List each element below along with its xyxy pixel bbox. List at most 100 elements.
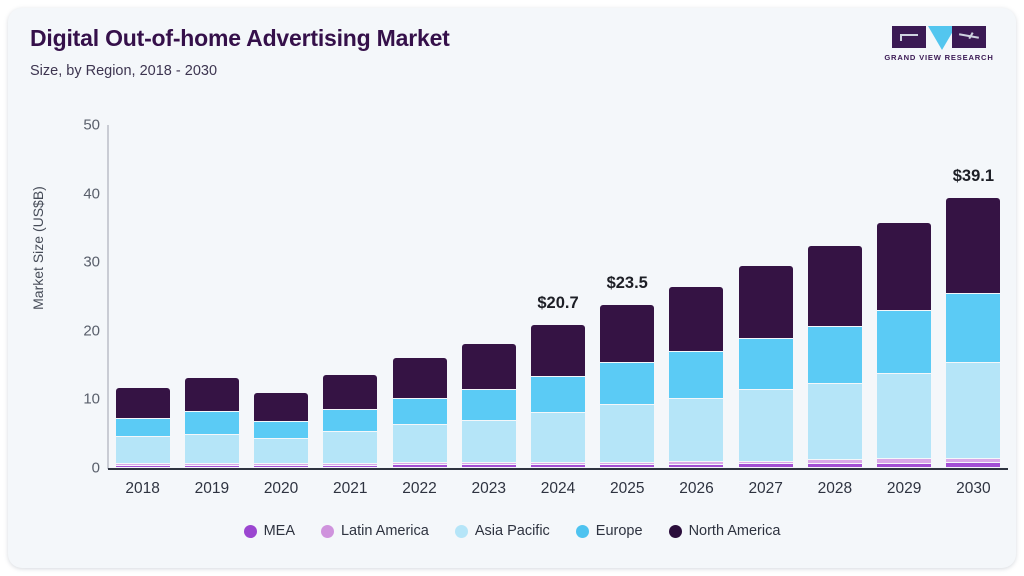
bar-segment-europe[interactable] (738, 339, 793, 391)
bar-segment-europe[interactable] (600, 363, 655, 405)
bar-segment-europe[interactable] (323, 410, 378, 433)
bar-segment-asia-pacific[interactable] (392, 424, 447, 464)
bar-segment-mea[interactable] (392, 465, 447, 468)
bar-segment-asia-pacific[interactable] (807, 384, 862, 461)
bar-segment-europe[interactable] (115, 419, 170, 438)
bar-group[interactable]: $20.7 (523, 125, 592, 468)
bar-segment-north-america[interactable] (254, 392, 309, 423)
bar-segment-asia-pacific[interactable] (669, 399, 724, 463)
stacked-bar[interactable] (461, 343, 516, 468)
bar-group[interactable] (454, 125, 523, 468)
bar-segment-north-america[interactable] (115, 388, 170, 420)
bar-segment-mea[interactable] (323, 465, 378, 468)
bar-segment-europe[interactable] (877, 311, 932, 374)
stacked-bar[interactable] (184, 378, 239, 468)
bar-segment-north-america[interactable] (807, 245, 862, 328)
bar-segment-latin-america[interactable] (877, 459, 932, 464)
bar-segment-mea[interactable] (115, 465, 170, 468)
bar-group[interactable] (800, 125, 869, 468)
stacked-bar[interactable] (669, 287, 724, 468)
bar-segment-mea[interactable] (738, 464, 793, 468)
bar-segment-mea[interactable] (461, 465, 516, 468)
bar-segment-asia-pacific[interactable] (600, 404, 655, 463)
bar-segment-latin-america[interactable] (669, 462, 724, 465)
bar-segment-mea[interactable] (807, 463, 862, 468)
bar-segment-north-america[interactable] (946, 198, 1001, 295)
bar-group[interactable] (246, 125, 315, 468)
bar-segment-latin-america[interactable] (530, 463, 585, 466)
stacked-bar[interactable] (738, 266, 793, 468)
bar-segment-mea[interactable] (184, 465, 239, 468)
legend-swatch-icon (575, 524, 589, 538)
stacked-bar[interactable] (392, 358, 447, 468)
bar-segment-latin-america[interactable] (946, 459, 1001, 464)
stacked-bar[interactable] (877, 223, 932, 468)
bar-segment-latin-america[interactable] (738, 461, 793, 465)
bar-segment-asia-pacific[interactable] (184, 435, 239, 464)
bar-group[interactable]: $39.1 (939, 125, 1008, 468)
bar-segment-north-america[interactable] (392, 358, 447, 400)
x-axis-tick-label: 2028 (817, 480, 853, 497)
bar-segment-mea[interactable] (254, 465, 309, 468)
bar-group[interactable] (316, 125, 385, 468)
legend-item-asia-pacific[interactable]: Asia Pacific (454, 523, 550, 539)
legend-item-latin-america[interactable]: Latin America (320, 523, 429, 539)
bar-group[interactable] (385, 125, 454, 468)
logo-text: GRAND VIEW RESEARCH (884, 53, 994, 62)
bar-segment-mea[interactable] (530, 465, 585, 468)
bar-segment-latin-america[interactable] (807, 460, 862, 464)
bar-segment-north-america[interactable] (184, 378, 239, 413)
stacked-bar[interactable] (323, 375, 378, 468)
bar-segment-north-america[interactable] (600, 305, 655, 364)
bar-group[interactable]: $23.5 (593, 125, 662, 468)
stacked-bar[interactable] (946, 198, 1001, 468)
bar-segment-north-america[interactable] (669, 287, 724, 353)
bar-segment-asia-pacific[interactable] (738, 390, 793, 462)
bar-segment-europe[interactable] (184, 412, 239, 436)
bar-segment-north-america[interactable] (530, 325, 585, 378)
stacked-bar[interactable] (807, 245, 862, 468)
stacked-bar[interactable] (600, 305, 655, 468)
bar-segment-latin-america[interactable] (323, 463, 378, 466)
bar-segment-latin-america[interactable] (461, 463, 516, 466)
bar-segment-latin-america[interactable] (392, 463, 447, 466)
legend-item-europe[interactable]: Europe (575, 523, 643, 539)
bar-segment-europe[interactable] (461, 389, 516, 422)
bar-segment-mea[interactable] (877, 463, 932, 468)
stacked-bar[interactable] (254, 392, 309, 468)
bar-segment-asia-pacific[interactable] (461, 421, 516, 464)
bar-segment-mea[interactable] (946, 463, 1001, 468)
stacked-bar[interactable] (530, 325, 585, 468)
bar-segment-north-america[interactable] (738, 266, 793, 340)
bar-segment-latin-america[interactable] (184, 463, 239, 466)
bar-segment-europe[interactable] (669, 352, 724, 400)
bar-segment-mea[interactable] (600, 464, 655, 468)
stacked-bar[interactable] (115, 388, 170, 468)
bar-segment-north-america[interactable] (461, 343, 516, 390)
bar-segment-europe[interactable] (530, 377, 585, 414)
bar-segment-asia-pacific[interactable] (323, 432, 378, 464)
bar-segment-north-america[interactable] (877, 223, 932, 312)
bar-segment-latin-america[interactable] (115, 463, 170, 466)
bar-segment-asia-pacific[interactable] (946, 363, 1001, 460)
bar-group[interactable] (662, 125, 731, 468)
bar-segment-asia-pacific[interactable] (115, 437, 170, 464)
bar-segment-europe[interactable] (807, 327, 862, 385)
legend-swatch-icon (243, 524, 257, 538)
bar-segment-mea[interactable] (669, 464, 724, 468)
bar-group[interactable] (870, 125, 939, 468)
bar-segment-asia-pacific[interactable] (877, 373, 932, 460)
bar-group[interactable] (731, 125, 800, 468)
bar-group[interactable] (108, 125, 177, 468)
bar-group[interactable] (177, 125, 246, 468)
bar-segment-europe[interactable] (254, 422, 309, 440)
bar-segment-europe[interactable] (392, 399, 447, 425)
bar-segment-asia-pacific[interactable] (530, 413, 585, 464)
bar-segment-europe[interactable] (946, 294, 1001, 364)
legend-item-mea[interactable]: MEA (243, 523, 295, 539)
legend-item-north-america[interactable]: North America (668, 523, 780, 539)
bar-segment-latin-america[interactable] (600, 462, 655, 465)
bar-segment-asia-pacific[interactable] (254, 439, 309, 464)
bar-segment-north-america[interactable] (323, 375, 378, 411)
bar-segment-latin-america[interactable] (254, 463, 309, 466)
